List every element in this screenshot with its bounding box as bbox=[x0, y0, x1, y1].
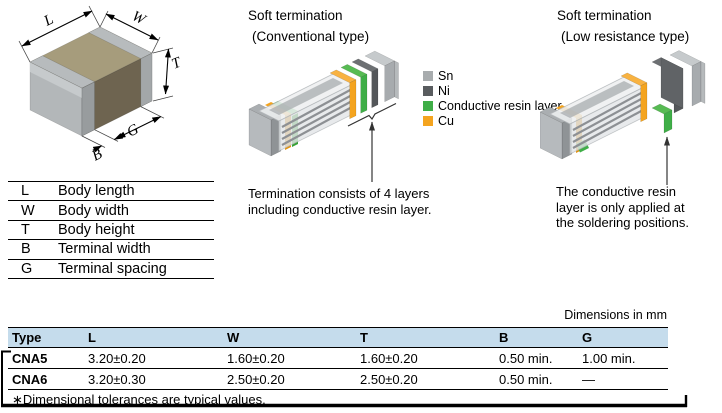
dimension-label-g: G bbox=[125, 121, 142, 140]
cell-w: 2.50±0.20 bbox=[227, 371, 285, 387]
definition-meaning: Body width bbox=[58, 202, 129, 219]
legend-label-cu: Cu bbox=[438, 114, 454, 128]
termination-pointer bbox=[347, 102, 397, 182]
ceramic-body bbox=[549, 75, 647, 155]
definition-meaning: Body length bbox=[58, 183, 135, 200]
legend-label-ni: Ni bbox=[438, 84, 450, 98]
definition-row-l: L Body length bbox=[8, 182, 214, 202]
legend-item-resin: Conductive resin layer bbox=[423, 99, 562, 113]
definition-meaning: Terminal width bbox=[58, 241, 151, 258]
conventional-termination-figure bbox=[248, 50, 399, 182]
col-header-type: Type bbox=[12, 330, 42, 345]
legend-item-sn: Sn bbox=[423, 69, 562, 83]
cell-g: 1.00 min. bbox=[582, 350, 636, 366]
definition-meaning: Terminal spacing bbox=[58, 260, 167, 277]
conventional-title-line1: Soft termination bbox=[248, 8, 343, 23]
col-header-b: B bbox=[499, 330, 509, 345]
definition-meaning: Body height bbox=[58, 221, 135, 238]
cu-layer bbox=[329, 69, 357, 120]
cell-b: 0.50 min. bbox=[499, 371, 553, 387]
cell-type: CNA6 bbox=[12, 371, 48, 387]
low-resistance-caption: The conductive resin layer is only appli… bbox=[556, 184, 721, 231]
dimension-label-t: T bbox=[170, 54, 185, 73]
table-footnote-row: ∗Dimensional tolerances are typical valu… bbox=[8, 390, 668, 409]
definition-symbol: G bbox=[21, 260, 33, 277]
legend-label-sn: Sn bbox=[438, 69, 454, 83]
low-resistance-caption-line2: layer is only applied at bbox=[556, 199, 685, 215]
dimension-definitions-table: L Body length W Body width T Body height… bbox=[8, 181, 214, 279]
cell-l: 3.20±0.30 bbox=[88, 371, 146, 387]
ni-color-swatch-icon bbox=[423, 86, 433, 96]
cell-t: 1.60±0.20 bbox=[360, 350, 418, 366]
sn-layer bbox=[669, 50, 706, 107]
cu-color-swatch-icon bbox=[423, 116, 433, 126]
dimension-label-l: L bbox=[41, 12, 57, 30]
ceramic-body bbox=[258, 72, 356, 152]
chip-dimensions-figure: L W T B G bbox=[18, 5, 185, 165]
definition-symbol: L bbox=[21, 183, 30, 200]
legend-item-cu: Cu bbox=[423, 114, 562, 128]
layer-legend: Sn Ni Conductive resin layer Cu bbox=[423, 69, 562, 129]
col-header-w: W bbox=[227, 330, 240, 345]
resin-layer bbox=[651, 103, 673, 134]
cell-g: — bbox=[582, 371, 595, 387]
exploded-layers bbox=[620, 50, 706, 134]
definition-row-g: G Terminal spacing bbox=[8, 260, 214, 279]
table-footnote: ∗Dimensional tolerances are typical valu… bbox=[12, 392, 266, 407]
cell-w: 1.60±0.20 bbox=[227, 350, 285, 366]
dimension-label-w: W bbox=[129, 8, 149, 29]
units-note: Dimensions in mm bbox=[564, 308, 667, 322]
low-resistance-title-line1: Soft termination bbox=[557, 8, 652, 23]
col-header-l: L bbox=[88, 330, 96, 345]
low-resistance-caption-line3: the soldering positions. bbox=[556, 215, 689, 230]
exploded-layers bbox=[329, 50, 399, 120]
cell-t: 2.50±0.20 bbox=[360, 371, 418, 387]
low-resistance-title-line2: (Low resistance type) bbox=[561, 29, 690, 44]
sn-color-swatch-icon bbox=[423, 71, 433, 81]
conventional-caption: Termination consists of 4 layers includi… bbox=[248, 186, 463, 217]
ni-layer bbox=[651, 57, 684, 114]
sn-layer bbox=[364, 50, 399, 103]
legend-label-resin: Conductive resin layer bbox=[438, 99, 562, 113]
low-resistance-title: Soft termination (Low resistance type) bbox=[557, 5, 689, 47]
conventional-caption-line1: Termination consists of 4 layers bbox=[248, 186, 430, 201]
table-header-row: Type L W T B G bbox=[8, 327, 668, 348]
cell-l: 3.20±0.20 bbox=[88, 350, 146, 366]
conventional-title: Soft termination (Conventional type) bbox=[248, 5, 369, 47]
dimension-arrows bbox=[21, 10, 171, 153]
chip-body-illustration bbox=[29, 26, 153, 137]
definition-symbol: B bbox=[21, 241, 31, 258]
conventional-caption-line2: including conductive resin layer. bbox=[248, 201, 432, 217]
resin-layer bbox=[340, 64, 368, 114]
table-row-cna5: CNA5 3.20±0.20 1.60±0.20 1.60±0.20 0.50 … bbox=[8, 348, 668, 369]
definition-symbol: T bbox=[21, 221, 30, 238]
definition-row-w: W Body width bbox=[8, 201, 214, 221]
definition-row-b: B Terminal width bbox=[8, 240, 214, 260]
col-header-g: G bbox=[582, 330, 593, 345]
resin-color-swatch-icon bbox=[423, 101, 433, 111]
dimensions-table: Type L W T B G CNA5 3.20±0.20 1.60±0.20 … bbox=[8, 327, 668, 408]
cell-b: 0.50 min. bbox=[499, 350, 553, 366]
low-resistance-caption-line1: The conductive resin bbox=[556, 184, 676, 199]
cell-type: CNA5 bbox=[12, 350, 48, 366]
low-resistance-termination-figure bbox=[540, 50, 706, 185]
definition-symbol: W bbox=[21, 202, 35, 219]
ni-layer bbox=[351, 58, 379, 109]
table-row-cna6: CNA6 3.20±0.30 2.50±0.20 2.50±0.20 0.50 … bbox=[8, 369, 668, 390]
conventional-title-line2: (Conventional type) bbox=[252, 29, 370, 44]
definition-row-t: T Body height bbox=[8, 221, 214, 241]
dimension-label-b: B bbox=[90, 146, 105, 164]
dimension-extension-lines bbox=[18, 5, 174, 148]
col-header-t: T bbox=[360, 330, 368, 345]
cu-layer bbox=[620, 72, 648, 123]
legend-item-ni: Ni bbox=[423, 84, 562, 98]
